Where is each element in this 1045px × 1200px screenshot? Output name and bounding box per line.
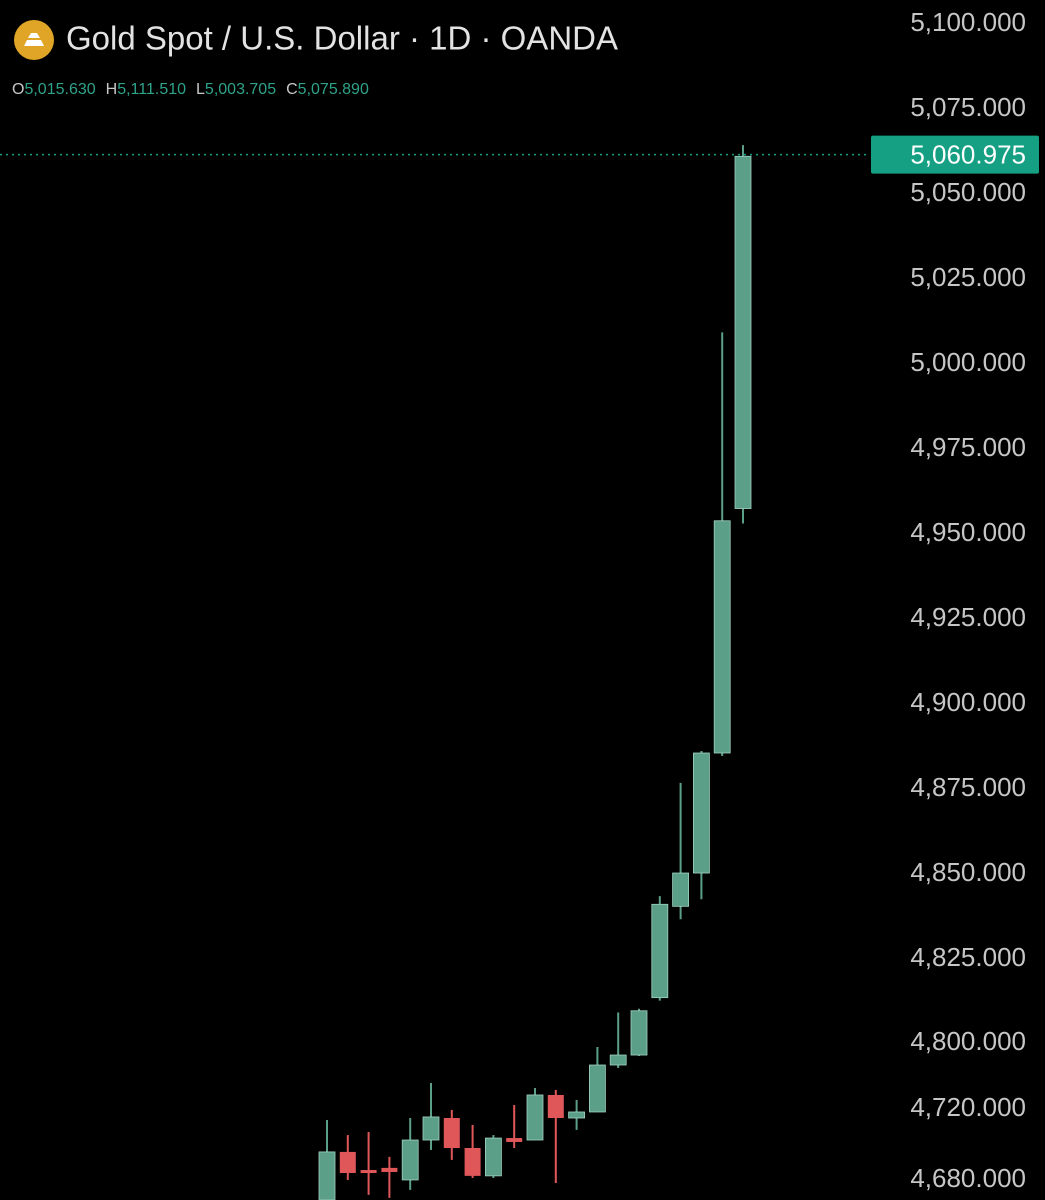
candle-body: [318, 1151, 336, 1200]
y-tick-label: 4,975.000: [910, 432, 1026, 462]
candle-body: [547, 1094, 564, 1119]
candle-body: [693, 752, 710, 874]
candle-body: [401, 1139, 419, 1181]
y-tick-label: 5,100.000: [910, 7, 1026, 37]
candle-body: [464, 1148, 481, 1176]
ohlc-legend: O5,015.630 H5,111.510 L5,003.705 C5,075.890: [12, 81, 369, 98]
candle-body: [339, 1151, 356, 1174]
ohlc-key: O: [12, 81, 24, 98]
last-price-label: 5,060.975: [910, 140, 1026, 170]
candle-body: [568, 1111, 585, 1119]
candle-body: [609, 1054, 627, 1066]
ohlc-key: H: [106, 81, 118, 98]
candle-body: [484, 1137, 502, 1177]
candle-body: [360, 1170, 377, 1174]
y-tick-label: 4,720.000: [910, 1092, 1026, 1122]
candle-body: [422, 1116, 440, 1141]
candle-body: [381, 1167, 398, 1172]
ohlc-value: 5,075.890: [298, 81, 369, 98]
y-tick-label: 5,075.000: [910, 92, 1026, 122]
y-tick-label: 4,680.000: [910, 1163, 1026, 1193]
candle-body: [526, 1094, 544, 1141]
y-tick-label: 4,800.000: [910, 1026, 1026, 1056]
ohlc-value: 5,003.705: [205, 81, 276, 98]
candle-body: [630, 1010, 648, 1056]
ohlc-key: C: [286, 81, 298, 98]
candle-body: [443, 1118, 460, 1149]
last-price-box: [871, 135, 1039, 174]
y-tick-label: 4,875.000: [910, 772, 1026, 802]
ohlc-key: L: [196, 81, 205, 98]
y-tick-label: 5,050.000: [910, 177, 1026, 207]
gold-icon: [14, 20, 54, 60]
candle-body: [734, 155, 752, 509]
candle-body: [713, 520, 731, 754]
y-tick-label: 4,950.000: [910, 517, 1026, 547]
candle-body: [589, 1064, 606, 1113]
y-tick-label: 5,000.000: [910, 347, 1026, 377]
ohlc-value: 5,111.510: [117, 81, 186, 98]
ohlc-value: 5,015.630: [24, 81, 95, 98]
y-tick-label: 4,900.000: [910, 687, 1026, 717]
chart-title: Gold Spot / U.S. Dollar · 1D · OANDA: [66, 20, 618, 57]
y-tick-label: 4,925.000: [910, 602, 1026, 632]
y-tick-label: 5,025.000: [910, 262, 1026, 292]
candle-body: [651, 903, 669, 999]
candle-body: [672, 872, 689, 907]
y-tick-label: 4,850.000: [910, 857, 1026, 887]
y-tick-label: 4,825.000: [910, 942, 1026, 972]
candle-body: [506, 1138, 523, 1142]
